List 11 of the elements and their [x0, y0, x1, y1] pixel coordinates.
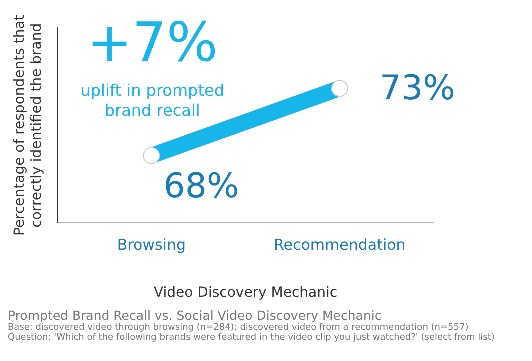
- text: Prompted Brand Recall vs. Social Video Discovery Mechanic: [8, 308, 383, 323]
- text: Question: 'Which of the following brands were featured in the video clip you just watched?' (select from list): [8, 333, 496, 343]
- text: Base: discovered video through browsing (n=284); discovered video from a recommendation (n=557): [8, 323, 470, 333]
- annotation: +7%: [87, 11, 218, 74]
- x-tick-label: Browsing: [117, 236, 186, 254]
- data-label: 68%: [164, 166, 240, 207]
- annotation: uplift in prompted brand recall: [80, 81, 224, 120]
- y-axis-title: Percentage of respondents that correctly identified the brand: [12, 14, 45, 236]
- data-label: 73%: [380, 68, 456, 108]
- x-tick-label: Recommendation: [274, 236, 406, 254]
- x-axis-title: Video Discovery Mechanic: [154, 285, 338, 302]
